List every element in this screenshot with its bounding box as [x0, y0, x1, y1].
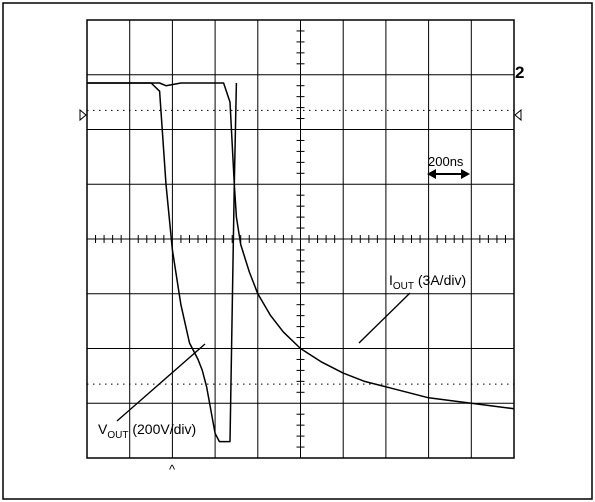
vout-label-scale: (200V/div) [128, 421, 196, 437]
vout-label-main: V [98, 421, 108, 437]
vout-leader-line [116, 343, 206, 422]
right-reference-arrow-icon [514, 108, 522, 122]
traces [87, 82, 515, 443]
center-axis-ticks [95, 30, 506, 448]
iout-label-sub: OUT [393, 281, 414, 292]
grid [87, 20, 514, 458]
trace-v-out [87, 82, 238, 443]
series-label-vout: VOUT (200V/div) [98, 421, 196, 441]
iout-leader-line [358, 292, 411, 344]
iout-label-scale: (3A/div) [414, 272, 466, 288]
vout-label-sub: OUT [107, 430, 128, 441]
time-scale-arrow-icon [427, 169, 470, 179]
left-reference-arrow-icon [79, 108, 87, 122]
channel-marker: 2 [515, 63, 524, 82]
iout-label-main: I [389, 272, 393, 288]
series-label-iout: IOUT (3A/div) [389, 272, 466, 292]
time-scale-label: 200ns [428, 154, 464, 169]
trigger-marker: ^ [169, 462, 176, 477]
trace-i-out [87, 82, 515, 410]
